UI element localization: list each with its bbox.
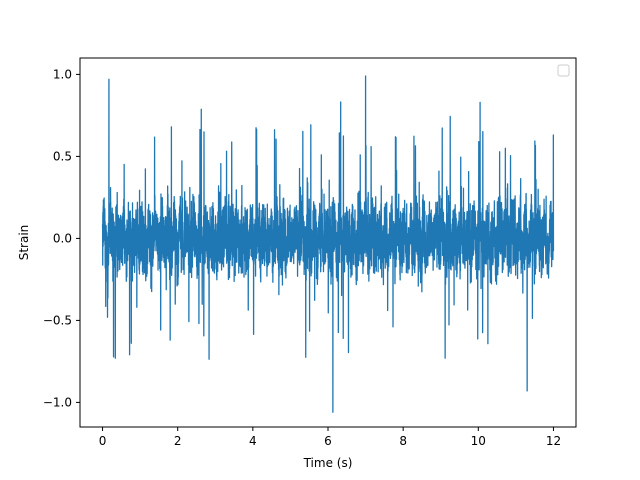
legend-box [557, 64, 570, 77]
y-axis-label: Strain [17, 225, 31, 261]
strain-series-line [101, 75, 555, 413]
x-tick-label: 0 [99, 434, 107, 448]
x-tick-label: 8 [399, 434, 407, 448]
x-tick-label: 6 [324, 434, 332, 448]
y-tick-label: −1.0 [43, 395, 72, 409]
series-layer [101, 75, 555, 413]
y-tick-label: 0.5 [53, 149, 72, 163]
x-axis-label: Time (s) [303, 456, 353, 470]
x-axis: 0 2 4 6 8 10 12 [99, 427, 561, 448]
x-tick-label: 10 [471, 434, 486, 448]
x-tick-label: 2 [174, 434, 182, 448]
y-axis: −1.0 −0.5 0.0 0.5 1.0 [43, 67, 80, 409]
y-tick-label: 1.0 [53, 67, 72, 81]
y-tick-label: 0.0 [53, 231, 72, 245]
x-tick-label: 12 [546, 434, 561, 448]
y-tick-label: −0.5 [43, 313, 72, 327]
x-tick-label: 4 [249, 434, 257, 448]
